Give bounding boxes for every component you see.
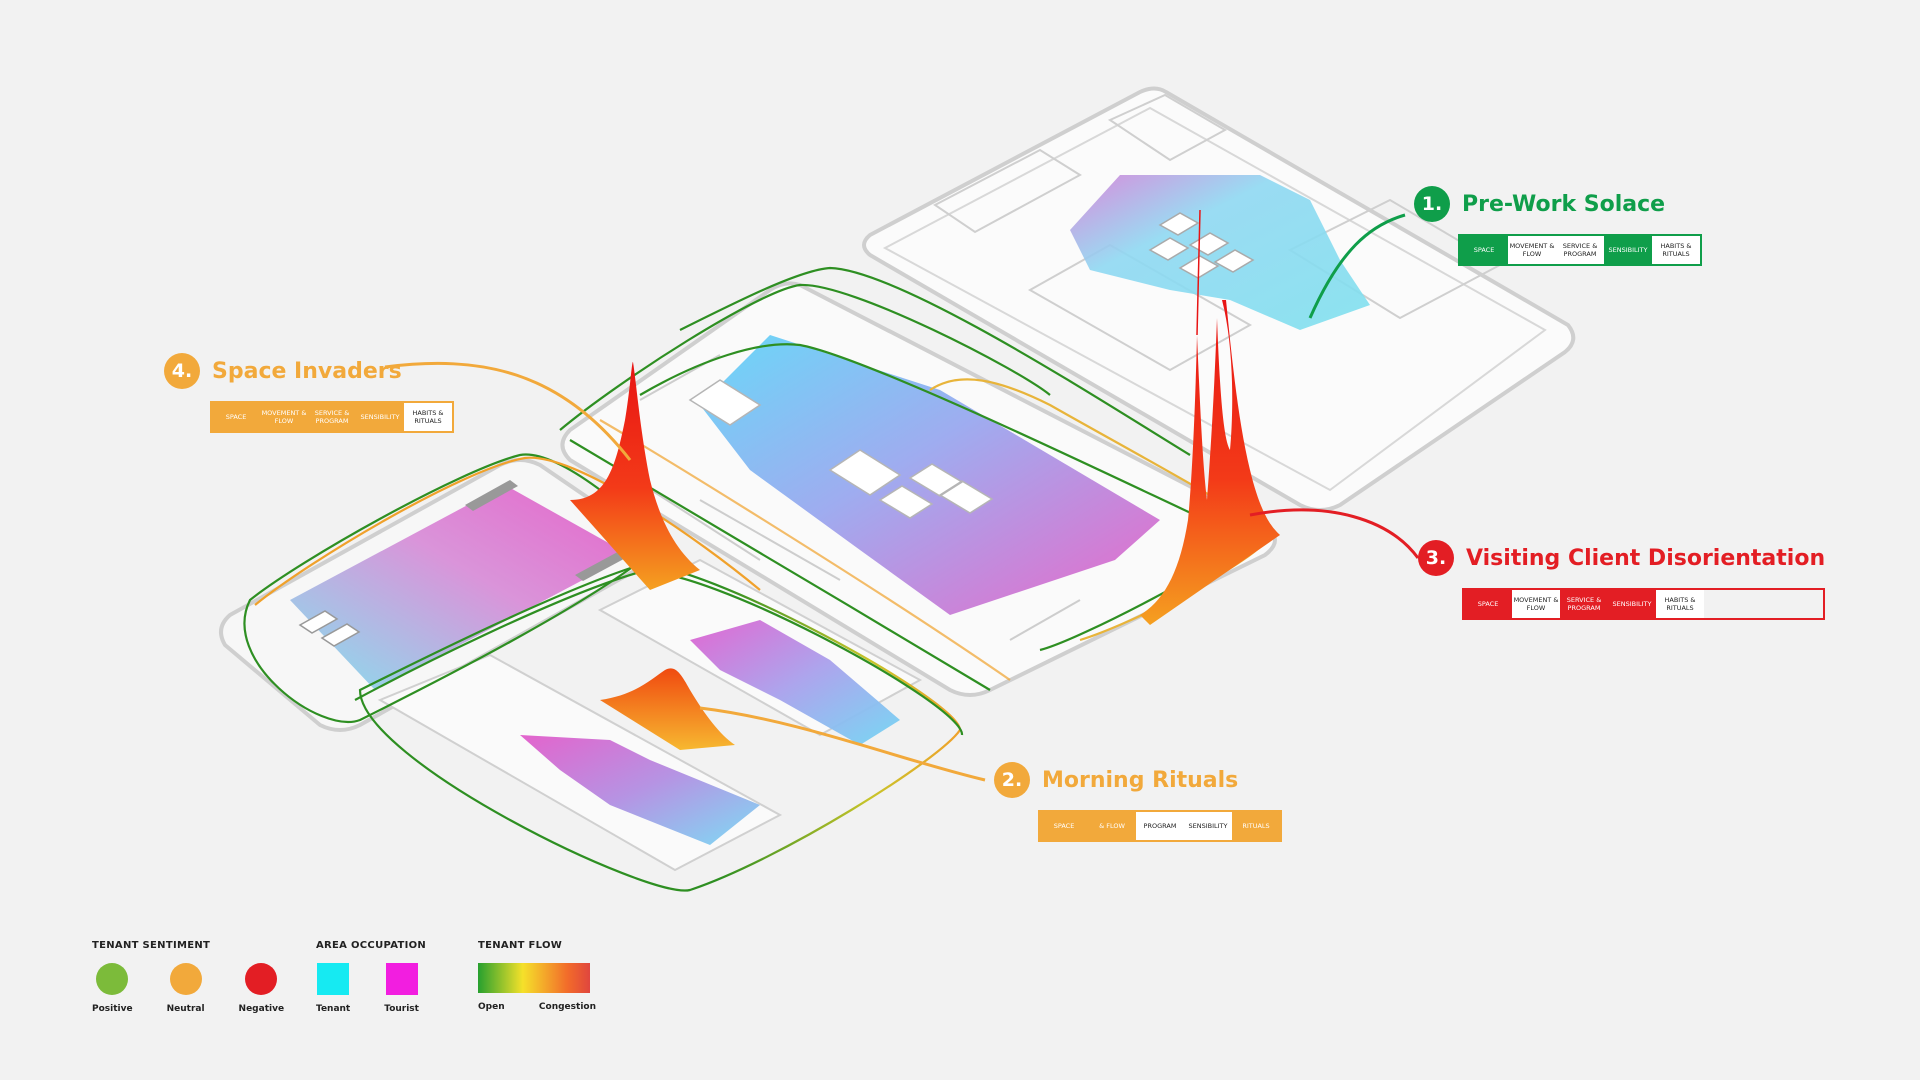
callout-number: 1. xyxy=(1414,186,1450,222)
legend-title: AREA OCCUPATION xyxy=(316,940,427,951)
callout-tags: SPACE MOVEMENT & FLOW SERVICE & PROGRAM … xyxy=(1462,588,1826,620)
legend-label: Tourist xyxy=(384,1004,419,1014)
legend-label: Congestion xyxy=(538,1002,596,1012)
callout-leaders xyxy=(384,213,1420,782)
legend-label: Neutral xyxy=(166,1004,205,1014)
tag-service-program: SERVICE & PROGRAM xyxy=(308,403,356,431)
callout-number: 4. xyxy=(164,353,200,389)
positive-swatch xyxy=(96,963,129,995)
flow-gradient-bar xyxy=(478,963,590,993)
tag-habits-rituals: HABITS & RITUALS xyxy=(404,403,452,431)
tag-service-program: PROGRAM xyxy=(1136,812,1184,840)
callout-title: Space Invaders xyxy=(212,358,402,384)
callout-space-invaders: 4. Space Invaders SPACE MOVEMENT & FLOW … xyxy=(164,353,454,433)
tag-movement-flow: MOVEMENT & FLOW xyxy=(260,403,308,431)
congestion-peaks xyxy=(570,209,1280,750)
tag-movement-flow: MOVEMENT & FLOW xyxy=(1508,236,1556,264)
legend-tenant-flow: TENANT FLOW Open Congestion xyxy=(478,940,596,1012)
tag-sensibility: SENSIBILITY xyxy=(1608,590,1656,618)
floor-plate-middle xyxy=(560,281,1277,697)
tag-habits-rituals: HABITS & RITUALS xyxy=(1652,236,1700,264)
negative-swatch xyxy=(245,963,278,995)
tag-space: SPACE xyxy=(1464,590,1512,618)
tag-service-program: SERVICE & PROGRAM xyxy=(1556,236,1604,264)
tag-space: SPACE xyxy=(212,403,260,431)
tag-sensibility: SENSIBILITY xyxy=(1184,812,1232,840)
legend-label: Tenant xyxy=(316,1004,351,1014)
floor-plate-bottom xyxy=(377,653,783,872)
floor-plate-upper xyxy=(862,86,1576,512)
tourist-swatch xyxy=(385,963,418,995)
callout-title: Morning Rituals xyxy=(1042,767,1239,793)
legend-label: Open xyxy=(478,1002,505,1012)
tag-habits-rituals: RITUALS xyxy=(1232,812,1280,840)
callout-morning-rituals: 2. Morning Rituals SPACE & FLOW PROGRAM … xyxy=(994,762,1282,842)
callout-visiting-client-disorientation: 3. Visiting Client Disorientation SPACE … xyxy=(1418,540,1826,620)
callout-number: 2. xyxy=(994,762,1030,798)
tag-sensibility: SENSIBILITY xyxy=(1604,236,1652,264)
legend-tenant-sentiment: TENANT SENTIMENT Positive Neutral Negati… xyxy=(92,940,318,1014)
callout-pre-work-solace: 1. Pre-Work Solace SPACE MOVEMENT & FLOW… xyxy=(1414,186,1702,266)
callout-tags: SPACE MOVEMENT & FLOW SERVICE & PROGRAM … xyxy=(1458,234,1702,266)
legend-label: Positive xyxy=(92,1004,133,1014)
tag-movement-flow: & FLOW xyxy=(1088,812,1136,840)
callout-number: 3. xyxy=(1418,540,1454,576)
callout-title: Visiting Client Disorientation xyxy=(1466,545,1826,571)
tag-sensibility: SENSIBILITY xyxy=(356,403,404,431)
tag-habits-rituals: HABITS & RITUALS xyxy=(1656,590,1704,618)
callout-tags: SPACE & FLOW PROGRAM SENSIBILITY RITUALS xyxy=(1038,810,1282,842)
tenant-swatch xyxy=(317,963,350,995)
tag-space: SPACE xyxy=(1460,236,1508,264)
tag-movement-flow: MOVEMENT & FLOW xyxy=(1512,590,1560,618)
tag-service-program: SERVICE & PROGRAM xyxy=(1560,590,1608,618)
legend-title: TENANT SENTIMENT xyxy=(92,940,211,951)
legend-label: Negative xyxy=(238,1004,285,1014)
callout-tags: SPACE MOVEMENT & FLOW SERVICE & PROGRAM … xyxy=(210,401,454,433)
neutral-swatch xyxy=(169,963,202,995)
callout-title: Pre-Work Solace xyxy=(1462,191,1666,217)
tag-space: SPACE xyxy=(1040,812,1088,840)
legend-area-occupation: AREA OCCUPATION Tenant Tourist xyxy=(316,940,453,1014)
legend-title: TENANT FLOW xyxy=(478,940,563,951)
